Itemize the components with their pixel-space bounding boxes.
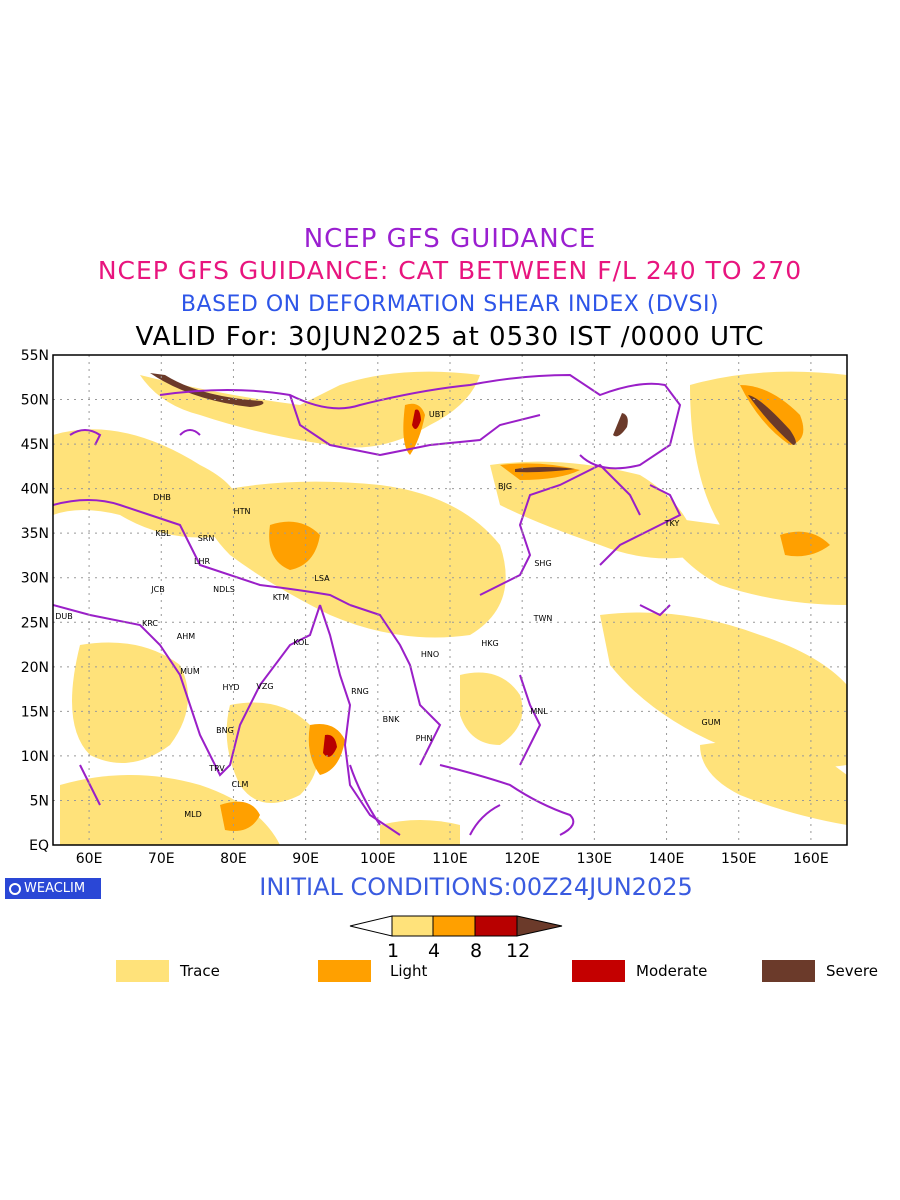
city-label-bng: BNG [216, 726, 234, 735]
colorbar-tick-12: 12 [506, 940, 531, 962]
legend-swatch-severe [762, 960, 815, 982]
legend-swatch-moderate [572, 960, 625, 982]
city-label-ubt: UBT [429, 410, 445, 419]
city-label-ktm: KTM [273, 593, 290, 602]
colorbar-tick-8: 8 [470, 940, 483, 962]
title-valid-time: VALID For: 30JUN2025 at 0530 IST /0000 U… [135, 322, 765, 352]
lat-tick-label: 10N [21, 749, 49, 765]
lat-tick-label: 15N [21, 704, 49, 720]
lon-tick-label: 160E [793, 851, 829, 865]
longitude-axis: 60E 70E 80E 90E 100E 110E 120E 130E 140E 150E 160E [76, 851, 829, 865]
city-label-htn: HTN [234, 507, 251, 516]
latitude-axis: 55N 50N 45N 40N 35N 30N 25N 20N 15N 10N 5N EQ [21, 348, 49, 854]
city-label-vzg: VZG [256, 682, 273, 691]
city-label-hkg: HKG [481, 639, 498, 648]
city-label-kol: KOL [293, 638, 309, 647]
lat-tick-label: EQ [29, 838, 49, 854]
colorbar [349, 915, 563, 937]
city-label-bjg: BJG [498, 482, 512, 491]
lat-tick-label: 50N [21, 393, 49, 409]
city-label-srn: SRN [198, 534, 215, 543]
city-label-twn: TWN [533, 614, 553, 623]
city-label-lsa: LSA [314, 574, 330, 583]
lat-tick-label: 5N [30, 793, 49, 809]
legend-label-light: Light [390, 962, 428, 980]
lat-tick-label: 40N [21, 482, 49, 498]
city-label-phn: PHN [416, 734, 433, 743]
lat-tick-label: 25N [21, 615, 49, 631]
lon-tick-label: 60E [76, 851, 103, 865]
lon-tick-label: 120E [504, 851, 540, 865]
lon-tick-label: 140E [649, 851, 685, 865]
city-label-ahm: AHM [177, 632, 195, 641]
country-boundary-layer [53, 373, 682, 836]
lon-tick-label: 100E [360, 851, 396, 865]
lon-tick-label: 110E [432, 851, 468, 865]
legend-swatch-light [318, 960, 371, 982]
lat-tick-label: 30N [21, 571, 49, 587]
city-label-shg: SHG [534, 559, 551, 568]
title-main: NCEP GFS GUIDANCE [303, 224, 597, 254]
lat-tick-label: 45N [21, 437, 49, 453]
city-label-rng: RNG [351, 687, 369, 696]
title-cat-levels: NCEP GFS GUIDANCE: CAT BETWEEN F/L 240 T… [97, 256, 803, 285]
legend-swatch-trace [116, 960, 169, 982]
title-index: BASED ON DEFORMATION SHEAR INDEX (DVSI) [180, 292, 720, 317]
legend-label-severe: Severe [826, 962, 878, 980]
city-label-mld: MLD [184, 810, 202, 819]
lon-tick-label: 90E [292, 851, 319, 865]
weaclim-logo: WEACLIM [5, 878, 101, 899]
legend-label-moderate: Moderate [636, 962, 708, 980]
city-label-mnl: MNL [530, 707, 548, 716]
legend-label-trace: Trace [180, 962, 220, 980]
city-labels: UBT BJG DHB HTN KBL SRN LHR LSA SHG TKY JCB NDLS KTM… [55, 410, 720, 819]
colorbar-tick-4: 4 [428, 940, 441, 962]
lat-lon-grid [53, 355, 847, 845]
lon-tick-label: 70E [148, 851, 175, 865]
city-label-krc: KRC [142, 619, 158, 628]
city-label-hyd: HYD [222, 683, 239, 692]
weaclim-logo-text: WEACLIM [24, 881, 86, 896]
lat-tick-label: 35N [21, 526, 49, 542]
lon-tick-label: 130E [577, 851, 613, 865]
city-label-dub: DUB [55, 612, 73, 621]
weaclim-logo-icon [9, 883, 21, 895]
city-label-bnk: BNK [383, 715, 400, 724]
city-label-mum: MUM [180, 667, 200, 676]
lon-tick-label: 150E [721, 851, 757, 865]
colorbar-tick-1: 1 [387, 940, 400, 962]
city-label-ndls: NDLS [213, 585, 235, 594]
city-label-tky: TKY [664, 519, 680, 528]
city-label-kbl: KBL [155, 529, 171, 538]
lat-tick-label: 20N [21, 660, 49, 676]
turbulence-map: 55N 50N 45N 40N 35N 30N 25N 20N 15N 10N 5N EQ 60E 70… [21, 348, 848, 865]
city-label-clm: CLM [232, 780, 249, 789]
city-label-lhr: LHR [194, 557, 210, 566]
lat-tick-label: 55N [21, 348, 49, 364]
initial-conditions: INITIAL CONDITIONS:00Z24JUN2025 [259, 873, 693, 901]
lon-tick-label: 80E [220, 851, 247, 865]
city-label-jcb: JCB [150, 585, 164, 594]
city-label-gum: GUM [702, 718, 721, 727]
turbulence-field-layer [53, 371, 847, 845]
city-label-trv: TRV [208, 764, 225, 773]
city-label-dhb: DHB [153, 493, 171, 502]
city-label-hno: HNO [421, 650, 439, 659]
